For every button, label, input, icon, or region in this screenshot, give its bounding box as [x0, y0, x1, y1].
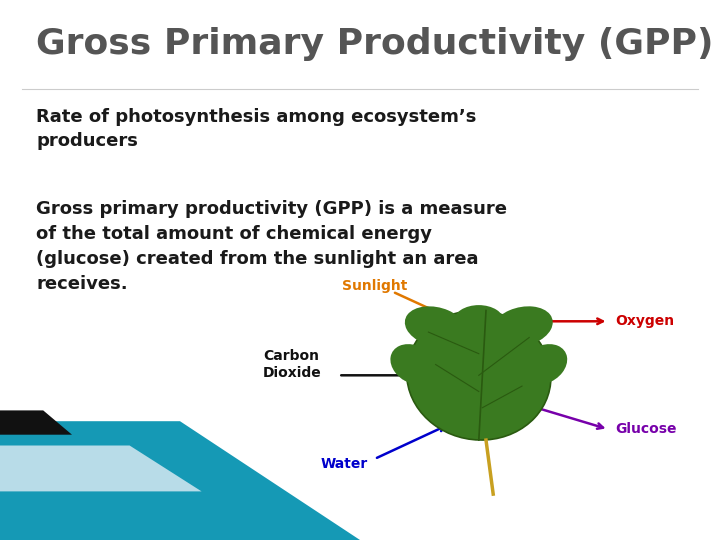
Ellipse shape	[407, 310, 551, 440]
Ellipse shape	[390, 344, 438, 385]
Ellipse shape	[405, 306, 467, 347]
Text: Gross primary productivity (GPP) is a measure
of the total amount of chemical en: Gross primary productivity (GPP) is a me…	[36, 200, 507, 293]
Text: Sunlight: Sunlight	[342, 279, 408, 293]
Polygon shape	[0, 410, 72, 435]
Polygon shape	[0, 446, 202, 491]
Text: Glucose: Glucose	[616, 422, 677, 436]
Text: Oxygen: Oxygen	[616, 314, 675, 328]
Ellipse shape	[491, 306, 553, 347]
Text: Gross Primary Productivity (GPP): Gross Primary Productivity (GPP)	[36, 27, 714, 61]
Text: Carbon
Dioxide: Carbon Dioxide	[263, 349, 322, 380]
Text: Rate of photosynthesis among ecosystem’s
producers: Rate of photosynthesis among ecosystem’s…	[36, 108, 477, 150]
Text: Water: Water	[320, 457, 368, 471]
Polygon shape	[0, 421, 360, 540]
Ellipse shape	[520, 344, 567, 385]
Ellipse shape	[454, 305, 504, 338]
